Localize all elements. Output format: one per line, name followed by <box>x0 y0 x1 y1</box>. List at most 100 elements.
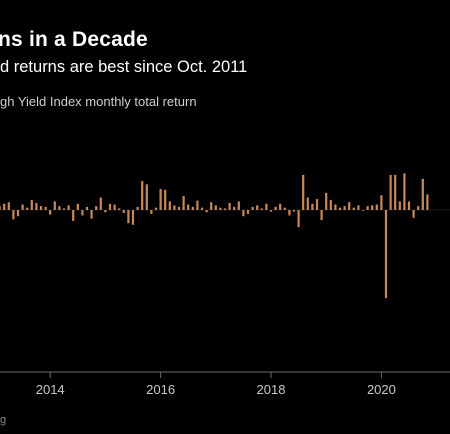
bar <box>389 174 392 210</box>
bar <box>35 202 38 210</box>
bar <box>366 206 369 210</box>
bar <box>348 202 351 210</box>
bar <box>191 206 194 210</box>
bar <box>265 203 268 210</box>
bar <box>168 201 171 210</box>
bar <box>260 208 263 210</box>
bar <box>16 210 20 217</box>
bar <box>3 203 6 210</box>
chart-title: ns in a Decade <box>0 28 148 51</box>
bar <box>164 189 167 210</box>
bar <box>113 204 116 210</box>
bar <box>39 206 43 210</box>
bar <box>200 207 204 210</box>
bar <box>127 210 130 224</box>
bar <box>269 210 273 212</box>
bar <box>99 197 102 210</box>
bar <box>246 210 250 214</box>
bar <box>237 201 240 210</box>
legend-label: gh Yield Index monthly total return <box>0 94 197 109</box>
bar <box>338 207 342 210</box>
bar <box>417 206 420 210</box>
bar <box>311 203 314 210</box>
bar <box>412 210 415 218</box>
bar <box>72 210 75 221</box>
bar <box>145 184 148 210</box>
bar <box>403 173 406 210</box>
bar <box>274 206 277 210</box>
bar <box>210 202 213 210</box>
bar <box>62 208 66 210</box>
bar <box>361 210 365 211</box>
bar <box>320 210 323 221</box>
bar <box>343 206 346 210</box>
bar <box>58 206 61 210</box>
bar <box>219 207 222 210</box>
bar <box>205 210 208 213</box>
bar <box>371 205 374 210</box>
bar <box>214 205 217 210</box>
bar <box>173 205 176 210</box>
bar <box>118 208 121 210</box>
bar <box>292 210 296 212</box>
bar <box>325 192 328 210</box>
bar <box>159 188 162 210</box>
bar <box>7 202 10 210</box>
bar <box>0 206 1 210</box>
bar <box>223 208 227 210</box>
bar <box>108 203 112 210</box>
bar <box>398 201 401 210</box>
bar <box>104 210 107 213</box>
bar <box>81 210 84 216</box>
x-tick-label: 2018 <box>257 382 286 397</box>
bar <box>21 204 24 210</box>
bar <box>141 181 144 210</box>
bar <box>228 202 231 210</box>
bar <box>85 206 89 210</box>
bar <box>256 205 259 210</box>
bar <box>177 206 181 210</box>
bar <box>352 207 355 210</box>
bar <box>421 178 424 210</box>
bar <box>297 210 300 228</box>
bar <box>375 204 378 210</box>
bar <box>67 205 70 210</box>
bar <box>233 206 236 210</box>
bar <box>242 210 245 217</box>
bar <box>26 207 29 210</box>
bar <box>187 204 190 210</box>
bar <box>95 206 98 210</box>
bar <box>44 206 47 210</box>
bar <box>150 210 153 214</box>
bar <box>306 197 309 210</box>
x-tick-label: 2014 <box>36 382 65 397</box>
bar <box>357 205 360 210</box>
bar <box>131 210 135 225</box>
bar <box>122 210 125 214</box>
chart-subtitle: d returns are best since Oct. 2011 <box>0 58 248 76</box>
bar <box>426 194 429 210</box>
bar <box>283 207 286 210</box>
x-tick-label: 2016 <box>146 382 175 397</box>
bar <box>196 200 199 210</box>
bar <box>182 195 185 210</box>
bar <box>49 210 52 215</box>
bar <box>394 174 397 210</box>
bar <box>90 210 93 219</box>
bar <box>334 204 337 210</box>
bar <box>279 203 282 210</box>
bar <box>329 199 332 210</box>
bar <box>380 195 383 210</box>
bar <box>154 207 158 210</box>
bar <box>384 210 388 299</box>
bar <box>30 199 33 210</box>
bar <box>136 206 139 210</box>
bar <box>407 201 411 210</box>
x-tick-label: 2020 <box>367 382 396 397</box>
bar <box>302 174 305 210</box>
bar <box>251 206 254 210</box>
bar <box>288 210 291 216</box>
bar <box>53 201 56 210</box>
bar <box>12 210 15 220</box>
